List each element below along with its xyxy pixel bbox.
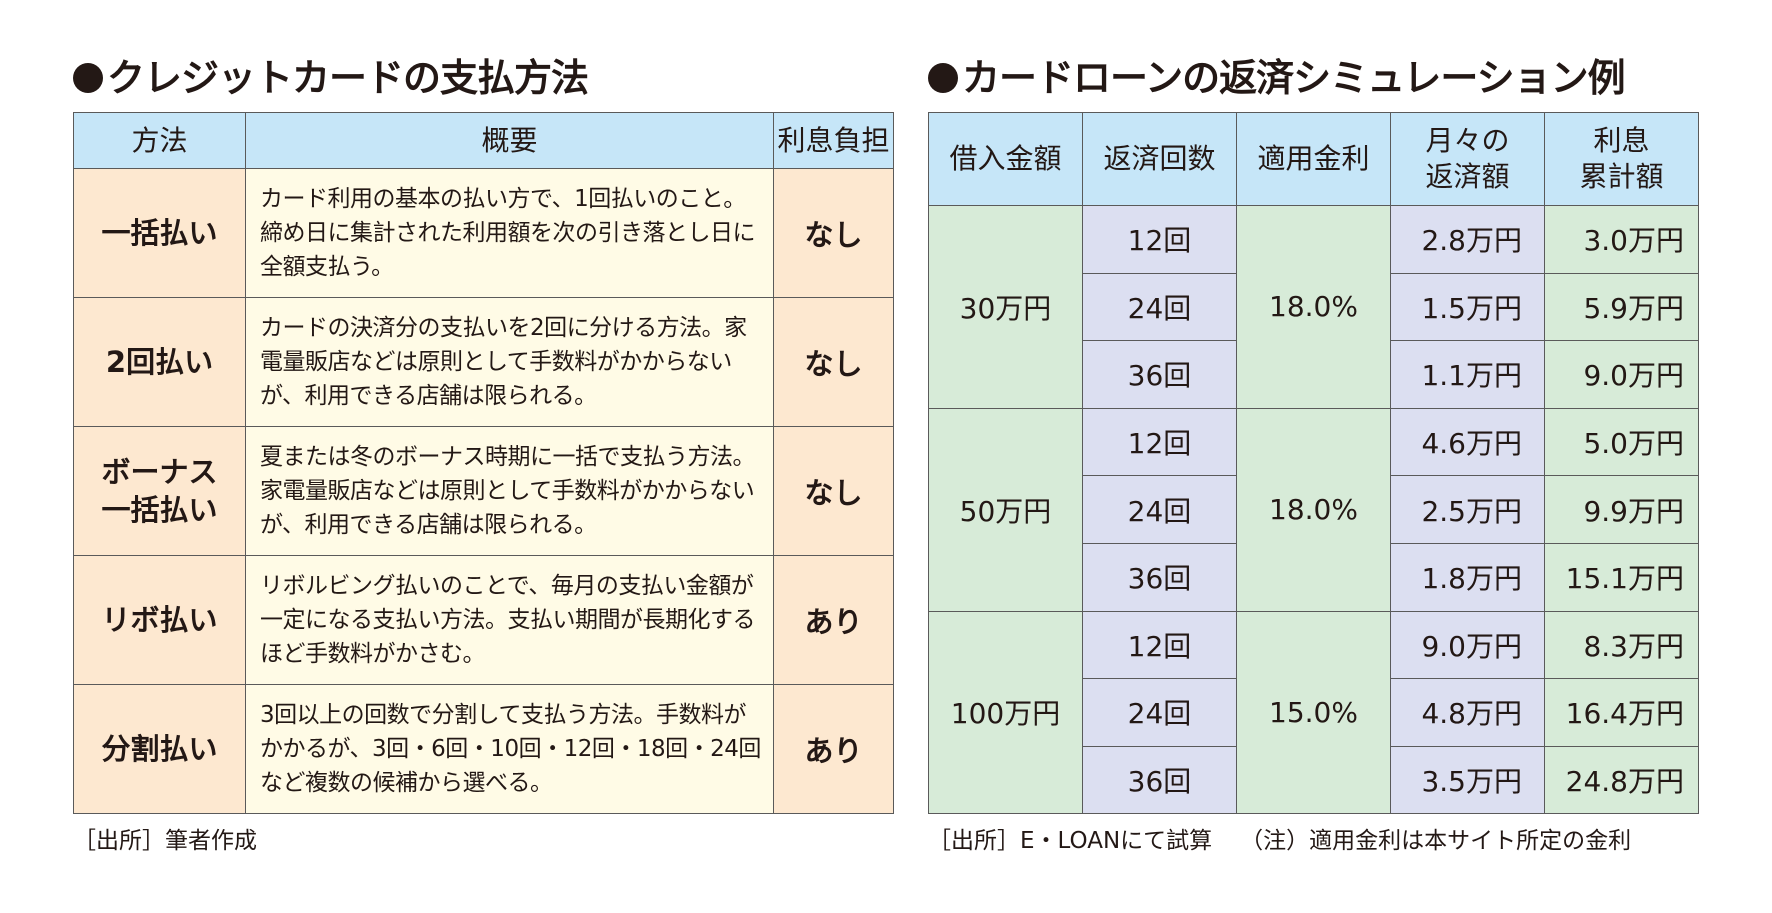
method-line-1: ボーナス [101, 455, 218, 489]
summary-cell: カード利用の基本の払い方で、1回払いのこと。締め日に集計された利用額を次の引き落… [245, 168, 774, 298]
header-text-line-2: 累計額 [1579, 160, 1664, 193]
monthly-payment-cell: 2.8万円 [1390, 205, 1545, 274]
header-text-line-1: 月々の [1425, 124, 1510, 157]
table-row: 50万円 12回 18.0% 4.6万円 5.0万円 [928, 407, 1699, 612]
loan-amount-cell: 100万円 [928, 610, 1083, 815]
table-header-row: 方法 概要 利息負担 [73, 112, 894, 169]
interest-rate-cell: 18.0% [1236, 205, 1391, 409]
header-monthly-payment: 月々の 返済額 [1390, 112, 1545, 206]
table-row: 30万円 12回 18.0% 2.8万円 3.0万円 [928, 205, 1699, 409]
source-text: ［出所］E・LOANにて試算 [928, 828, 1213, 854]
header-repayment-count: 返済回数 [1082, 112, 1237, 206]
method-line-2: 一括払い [101, 493, 218, 527]
total-interest-cell: 9.0万円 [1544, 340, 1699, 409]
repayment-count-cell: 24回 [1082, 475, 1237, 544]
table-row: 分割払い 3回以上の回数で分割して支払う方法。手数料がかかるが、3回・6回・10… [73, 684, 894, 814]
repayment-count-cell: 36回 [1082, 542, 1237, 612]
monthly-payment-cell: 2.5万円 [1390, 475, 1545, 544]
method-cell: 一括払い [73, 168, 246, 298]
interest-rate-cell: 18.0% [1236, 407, 1391, 612]
repayment-count-cell: 24回 [1082, 678, 1237, 747]
repayment-count-cell: 36回 [1082, 745, 1237, 815]
repayment-count-cell: 12回 [1082, 205, 1237, 274]
header-total-interest: 利息 累計額 [1544, 112, 1699, 206]
table-row: 2回払い カードの決済分の支払いを2回に分ける方法。家電量販店などは原則として手… [73, 297, 894, 427]
method-cell: 分割払い [73, 684, 246, 814]
table-row: 24回 1.5万円 5.9万円 [929, 272, 1699, 342]
credit-card-payment-methods-title: クレジットカードの支払方法 [73, 54, 589, 102]
header-loan-amount: 借入金額 [928, 112, 1083, 206]
repayment-count-cell: 12回 [1082, 407, 1237, 477]
table-header-row: 借入金額 返済回数 適用金利 月々の 返済額 利息 累計額 [928, 112, 1699, 206]
header-text: 返済回数 [1103, 142, 1216, 175]
repayment-count-cell: 36回 [1082, 340, 1237, 409]
bullet-icon [73, 63, 103, 93]
interest-cell: あり [773, 555, 894, 685]
source-footnote-left: ［出所］筆者作成 [73, 828, 257, 854]
summary-cell: 夏または冬のボーナス時期に一括で支払う方法。家電量販店などは原則として手数料がか… [245, 426, 774, 556]
header-interest-rate: 適用金利 [1236, 112, 1391, 206]
header-text-line-1: 利息 [1593, 124, 1650, 157]
total-interest-cell: 5.0万円 [1544, 407, 1699, 477]
repayment-count-cell: 12回 [1082, 610, 1237, 680]
table-row: 100万円 12回 15.0% 9.0万円 8.3万円 [928, 610, 1699, 815]
credit-card-payment-methods-table: 方法 概要 利息負担 一括払い カード利用の基本の払い方で、1回払いのこと。締め… [73, 112, 894, 814]
interest-rate-cell: 15.0% [1236, 610, 1391, 815]
summary-cell: カードの決済分の支払いを2回に分ける方法。家電量販店などは原則として手数料がかか… [245, 297, 774, 427]
loan-amount-cell: 30万円 [928, 205, 1083, 409]
interest-cell: なし [773, 426, 894, 556]
monthly-payment-cell: 1.8万円 [1390, 542, 1545, 612]
table-row: 36回 3.5万円 24.8万円 [929, 745, 1699, 815]
total-interest-cell: 5.9万円 [1544, 272, 1699, 342]
header-text: 借入金額 [949, 142, 1062, 175]
interest-cell: なし [773, 297, 894, 427]
title-text: クレジットカードの支払方法 [107, 56, 589, 100]
header-text: 適用金利 [1257, 142, 1370, 175]
total-interest-cell: 3.0万円 [1544, 205, 1699, 274]
total-interest-cell: 9.9万円 [1544, 475, 1699, 544]
table-row: 36回 1.1万円 9.0万円 [929, 340, 1699, 409]
header-method: 方法 [73, 112, 246, 169]
bullet-icon [928, 63, 958, 93]
table-row: 一括払い カード利用の基本の払い方で、1回払いのこと。締め日に集計された利用額を… [73, 168, 894, 298]
note-text: （注）適用金利は本サイト所定の金利 [1240, 828, 1632, 854]
total-interest-cell: 15.1万円 [1544, 542, 1699, 612]
interest-cell: あり [773, 684, 894, 814]
card-loan-simulation-title: カードローンの返済シミュレーション例 [928, 54, 1626, 102]
source-footnote-right: ［出所］E・LOANにて試算 （注）適用金利は本サイト所定の金利 [928, 826, 1631, 856]
monthly-payment-cell: 4.6万円 [1390, 407, 1545, 477]
monthly-payment-cell: 9.0万円 [1390, 610, 1545, 680]
interest-cell: なし [773, 168, 894, 298]
header-summary: 概要 [245, 112, 774, 169]
total-interest-cell: 16.4万円 [1544, 678, 1699, 747]
method-cell: 2回払い [73, 297, 246, 427]
table-row: ボーナス 一括払い 夏または冬のボーナス時期に一括で支払う方法。家電量販店などは… [73, 426, 894, 556]
table-row: リボ払い リボルビング払いのことで、毎月の支払い金額が一定になる支払い方法。支払… [73, 555, 894, 685]
header-interest: 利息負担 [773, 112, 894, 169]
summary-cell: リボルビング払いのことで、毎月の支払い金額が一定になる支払い方法。支払い期間が長… [245, 555, 774, 685]
header-text-line-2: 返済額 [1425, 160, 1510, 193]
table-row: 36回 1.8万円 15.1万円 [929, 542, 1699, 612]
loan-amount-cell: 50万円 [928, 407, 1083, 612]
monthly-payment-cell: 3.5万円 [1390, 745, 1545, 815]
monthly-payment-cell: 1.5万円 [1390, 272, 1545, 342]
monthly-payment-cell: 4.8万円 [1390, 678, 1545, 747]
card-loan-simulation-table: 借入金額 返済回数 適用金利 月々の 返済額 利息 累計額 30万円 12回 1… [928, 112, 1699, 815]
total-interest-cell: 24.8万円 [1544, 745, 1699, 815]
title-text: カードローンの返済シミュレーション例 [962, 56, 1626, 100]
method-cell: ボーナス 一括払い [73, 426, 246, 556]
table-row: 24回 2.5万円 9.9万円 [929, 475, 1699, 544]
monthly-payment-cell: 1.1万円 [1390, 340, 1545, 409]
repayment-count-cell: 24回 [1082, 272, 1237, 342]
method-cell: リボ払い [73, 555, 246, 685]
summary-cell: 3回以上の回数で分割して支払う方法。手数料がかかるが、3回・6回・10回・12回… [245, 684, 774, 814]
total-interest-cell: 8.3万円 [1544, 610, 1699, 680]
